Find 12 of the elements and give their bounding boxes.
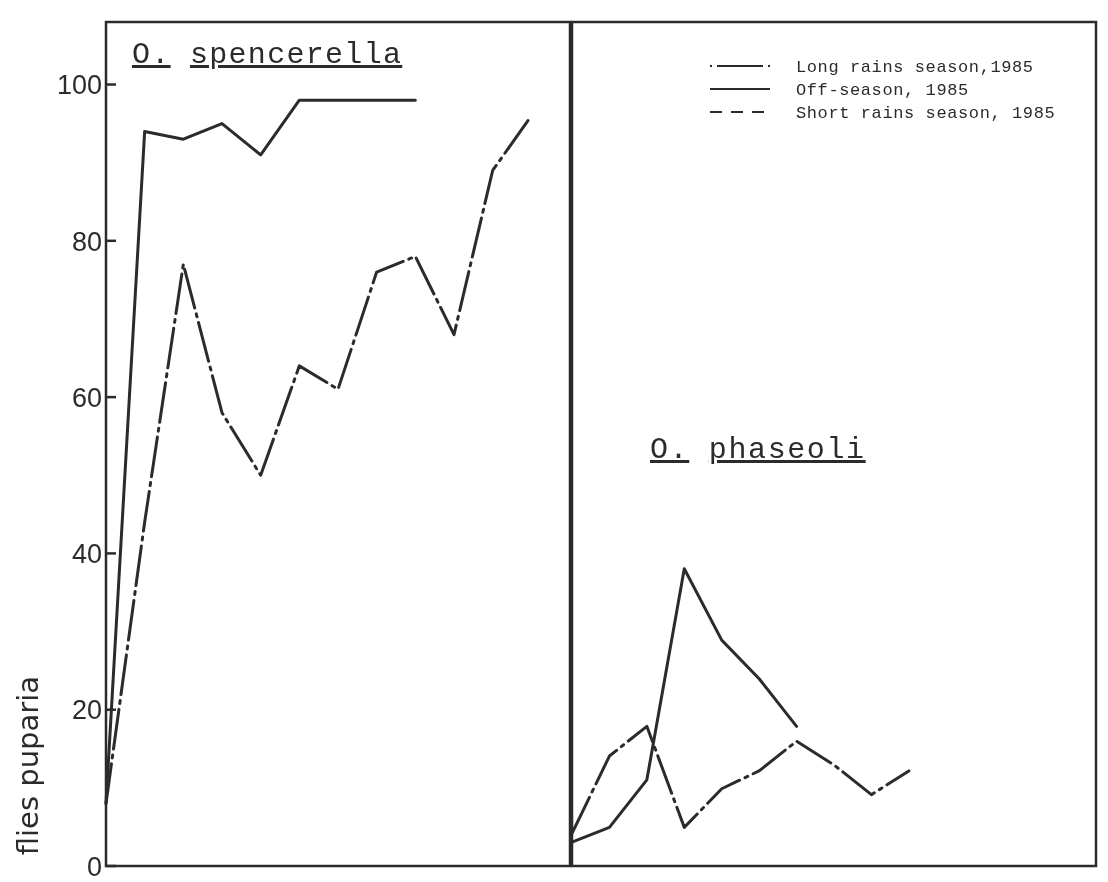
- y-axis-title: flies puparia: [11, 676, 45, 856]
- legend-label: Long rains season,1985: [796, 57, 1034, 77]
- y-tick-label: 60: [71, 382, 102, 413]
- y-tick-label: 20: [71, 695, 102, 726]
- legend-label: Off-season, 1985: [796, 80, 969, 100]
- y-tick-label: 0: [86, 851, 102, 882]
- y-tick-label: 80: [71, 226, 102, 257]
- y-tick-label: 100: [56, 70, 102, 101]
- y-tick-label: 40: [71, 539, 102, 570]
- text: O. spencerella: [132, 38, 403, 72]
- legend-label: Short rains season, 1985: [796, 103, 1056, 123]
- chart-title: O. phaseoli: [650, 433, 866, 467]
